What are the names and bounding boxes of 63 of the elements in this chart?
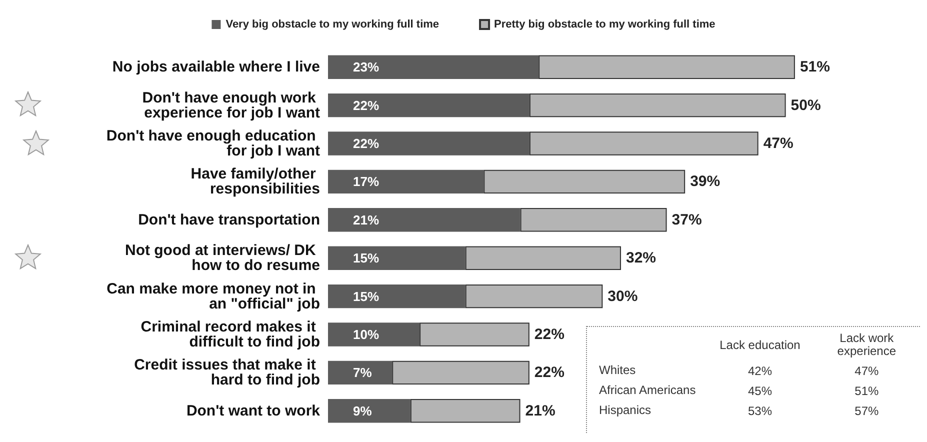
text: 57%	[854, 404, 879, 418]
bar	[328, 399, 410, 423]
bar	[328, 170, 484, 194]
text: 53%	[748, 404, 772, 418]
bar	[392, 360, 530, 385]
total-label: 30%	[608, 288, 638, 305]
category-label: Whites	[599, 363, 636, 377]
bar	[529, 93, 786, 118]
text: 45%	[748, 384, 772, 398]
category-label: Hispanics	[599, 403, 652, 417]
total-label: 51%	[800, 58, 830, 76]
y-tick-label: Credit issues that make it hard to find job	[134, 356, 320, 389]
data-label: 10%	[353, 327, 380, 342]
data-label: 7%	[353, 365, 372, 380]
total-label: 37%	[672, 211, 702, 228]
bar	[529, 132, 758, 156]
total-label: 22%	[534, 326, 564, 343]
total-label: 39%	[690, 173, 720, 190]
total-label: 21%	[525, 402, 556, 420]
legend-label: Very big obstacle to my working full time	[226, 18, 440, 30]
text: 47%	[854, 364, 879, 378]
bar	[328, 322, 420, 346]
y-tick-label: Don't have enough work experience for job I want	[142, 89, 320, 122]
data-label: 15%	[353, 288, 380, 304]
total-label: 50%	[790, 96, 821, 114]
bar	[328, 93, 530, 118]
bar	[484, 170, 686, 194]
bar	[538, 55, 795, 79]
bar	[465, 284, 603, 308]
total-label: 32%	[626, 250, 656, 267]
bar	[410, 399, 520, 423]
y-tick-label: Don't have enough education for job I want	[106, 128, 320, 160]
total-label: 47%	[763, 135, 794, 152]
bar	[328, 132, 530, 156]
bar	[520, 208, 667, 232]
bar	[465, 246, 621, 270]
category-label: Lack education	[718, 336, 802, 354]
y-tick-label: Don't have transportation	[138, 211, 320, 228]
bar	[328, 360, 392, 385]
category-label: Lack work experience	[836, 331, 898, 359]
category-label: African Americans	[599, 383, 696, 397]
legend-label: Pretty big obstacle to my working full time	[494, 18, 716, 30]
y-tick-label: Can make more money not in an "official" job	[106, 280, 320, 312]
data-label: 17%	[353, 174, 380, 190]
data-label: 22%	[353, 98, 380, 113]
bar	[328, 246, 466, 270]
bar	[328, 208, 520, 232]
bar	[420, 322, 530, 346]
data-label: 22%	[353, 136, 380, 151]
total-label: 22%	[534, 364, 564, 382]
data-label: 9%	[353, 403, 372, 418]
bar	[328, 55, 539, 79]
data-label: 23%	[353, 60, 380, 75]
data-label: 21%	[353, 212, 380, 228]
y-tick-label: Criminal record makes it difficult to find job	[140, 318, 320, 350]
text: 42%	[748, 364, 772, 378]
y-tick-label: No jobs available where I live	[112, 58, 320, 76]
text: 51%	[854, 384, 879, 398]
y-tick-label: Have family/other responsibilities	[190, 166, 320, 198]
data-label: 15%	[353, 250, 380, 266]
bar	[328, 284, 466, 308]
y-tick-label: Not good at interviews/ DK how to do resume	[124, 242, 320, 274]
y-tick-label: Don't want to work	[186, 402, 321, 420]
